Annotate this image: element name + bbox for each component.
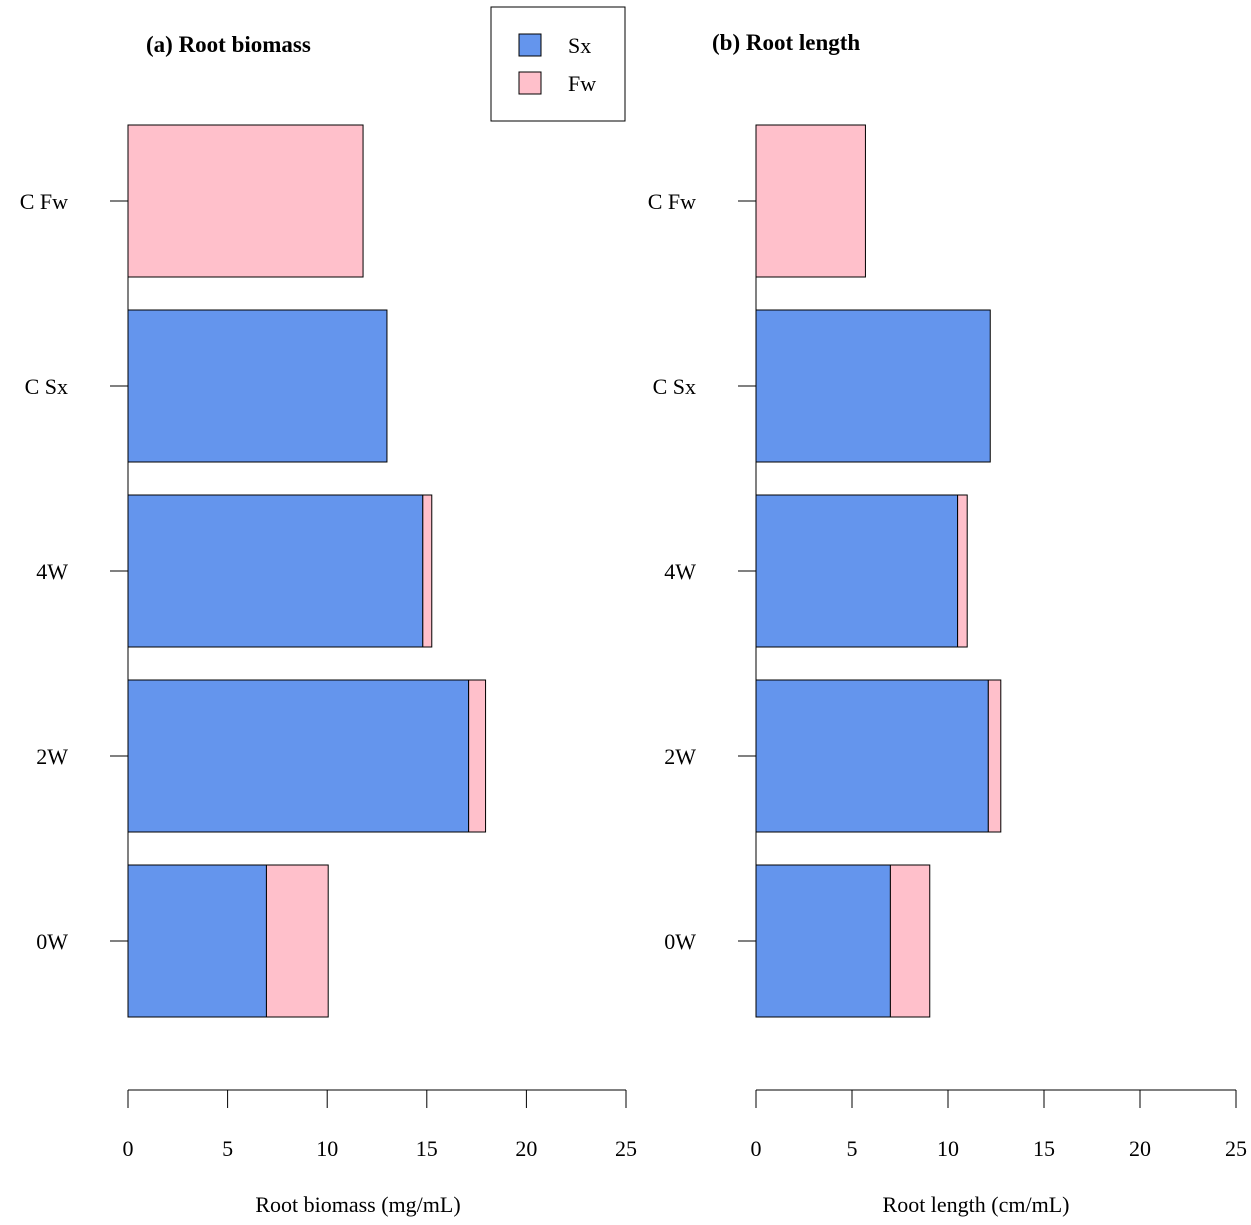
- y-tick-label: C Fw: [20, 189, 68, 214]
- bar-sx-4w: [127, 494, 424, 648]
- x-axis-title: Root length (cm/mL): [883, 1192, 1070, 1217]
- x-tick-label: 5: [222, 1136, 233, 1161]
- bar-sx-c-sx: [755, 309, 991, 463]
- bar-fw-c-fw: [127, 124, 364, 278]
- y-tick-label: C Sx: [653, 374, 696, 399]
- y-tick-label: 0W: [664, 929, 696, 954]
- legend-label-fw: Fw: [568, 71, 596, 96]
- bar-sx-c-sx: [127, 309, 388, 463]
- y-tick-label: 4W: [664, 559, 696, 584]
- bar-fw-2w: [468, 679, 487, 833]
- bar-fw-4w: [422, 494, 433, 648]
- y-tick-label: 2W: [664, 744, 696, 769]
- x-tick-label: 20: [1129, 1136, 1151, 1161]
- bar-fw-0w: [889, 864, 931, 1018]
- y-tick-label: C Fw: [648, 189, 696, 214]
- bar-fw-0w: [265, 864, 329, 1018]
- x-tick-label: 10: [316, 1136, 338, 1161]
- legend-box: [490, 6, 626, 122]
- chart-panel-1: (b) Root length 0W 2W 4W C Sx C Fw 0 5 10 15 20 25 R…: [648, 30, 1247, 1217]
- x-tick-label: 5: [847, 1136, 858, 1161]
- x-tick-label: 25: [615, 1136, 637, 1161]
- y-tick-label: C Sx: [25, 374, 68, 399]
- bar-sx-0w: [127, 864, 267, 1018]
- bar-sx-2w: [127, 679, 470, 833]
- bar-sx-0w: [755, 864, 891, 1018]
- legend-swatch-fw: [518, 71, 542, 95]
- x-tick-label: 0: [123, 1136, 134, 1161]
- y-tick-label: 4W: [36, 559, 68, 584]
- chart-title: (a) Root biomass: [146, 32, 311, 57]
- x-axis-title: Root biomass (mg/mL): [255, 1192, 460, 1217]
- x-tick-label: 10: [937, 1136, 959, 1161]
- x-tick-label: 20: [515, 1136, 537, 1161]
- chart-title: (b) Root length: [712, 30, 860, 55]
- x-tick-label: 15: [1033, 1136, 1055, 1161]
- x-tick-label: 15: [416, 1136, 438, 1161]
- bar-fw-4w: [957, 494, 968, 648]
- x-tick-label: 25: [1225, 1136, 1247, 1161]
- y-tick-label: 0W: [36, 929, 68, 954]
- legend-swatch-sx: [518, 33, 542, 57]
- bar-sx-2w: [755, 679, 989, 833]
- bar-sx-4w: [755, 494, 959, 648]
- bar-fw-c-fw: [755, 124, 866, 278]
- legend: Sx Fw: [490, 6, 626, 122]
- legend-label-sx: Sx: [568, 33, 591, 58]
- y-tick-label: 2W: [36, 744, 68, 769]
- x-tick-label: 0: [751, 1136, 762, 1161]
- bar-fw-2w: [987, 679, 1002, 833]
- chart-panel-0: (a) Root biomass 0W 2W 4W C Sx C Fw 0 5 10 15 20 25…: [20, 32, 637, 1217]
